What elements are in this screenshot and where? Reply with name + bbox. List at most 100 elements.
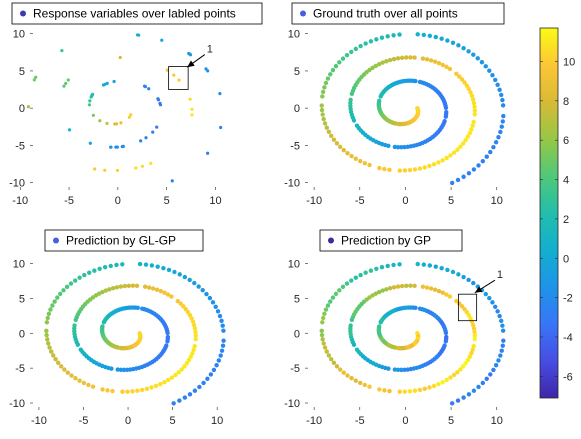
data-point — [88, 99, 92, 103]
data-point — [428, 286, 434, 291]
data-point — [124, 367, 130, 372]
data-point — [395, 144, 401, 150]
legend: Prediction by GL-GP — [44, 229, 204, 252]
data-point — [402, 144, 407, 150]
data-point — [325, 303, 331, 308]
data-point — [158, 381, 163, 387]
data-point — [399, 367, 404, 373]
data-point — [376, 289, 382, 295]
data-point — [471, 100, 477, 106]
legend-box — [291, 2, 505, 25]
data-point — [191, 322, 197, 328]
data-point — [69, 373, 74, 378]
data-point — [349, 153, 354, 159]
data-point — [211, 367, 217, 373]
data-point — [326, 353, 332, 358]
data-point — [139, 387, 145, 393]
data-point — [475, 56, 480, 61]
data-point — [391, 33, 396, 38]
data-point — [367, 384, 372, 389]
data-point — [470, 322, 476, 328]
data-point — [67, 128, 72, 132]
data-point — [433, 34, 438, 40]
y-tick-label: -10 — [9, 178, 25, 190]
data-point — [219, 348, 225, 353]
data-point — [331, 360, 337, 366]
y-tick-label: -5 — [290, 363, 300, 375]
data-point — [395, 56, 401, 61]
data-point — [322, 311, 327, 316]
legend-label: Prediction by GL-GP — [66, 234, 176, 248]
data-point — [210, 300, 216, 305]
data-point — [102, 265, 108, 270]
data-point — [166, 377, 171, 383]
data-point — [465, 357, 471, 363]
data-point — [443, 114, 449, 119]
data-point — [139, 139, 143, 143]
data-point — [325, 76, 331, 81]
data-point — [449, 401, 455, 406]
data-point — [155, 125, 159, 129]
data-point — [454, 298, 459, 304]
data-point — [78, 347, 83, 352]
data-point — [188, 53, 193, 57]
data-point — [90, 384, 96, 389]
data-point — [213, 304, 218, 309]
data-point — [44, 320, 50, 325]
data-point — [62, 84, 66, 88]
data-point — [204, 67, 208, 71]
data-point — [384, 287, 389, 292]
data-point — [44, 328, 49, 334]
panel-4: -10 -5 0 5 10 -10 -5 0 5 10 1 Prediction by GP — [284, 229, 506, 427]
data-point — [469, 127, 474, 132]
data-point — [427, 385, 432, 390]
data-point — [218, 92, 222, 96]
data-point — [387, 286, 393, 291]
x-tick-label: 10 — [211, 415, 223, 427]
data-point — [334, 364, 340, 369]
x-tick-label: 0 — [125, 415, 131, 427]
y-tick-label: 10 — [288, 258, 300, 270]
data-point — [162, 290, 167, 295]
data-point — [216, 358, 222, 363]
data-point — [323, 307, 329, 312]
data-point — [484, 154, 489, 159]
data-point — [495, 309, 500, 314]
data-point — [206, 151, 210, 155]
colorbar-bar — [539, 27, 559, 399]
data-point — [498, 353, 503, 358]
data-point — [377, 98, 382, 104]
legend-box — [44, 229, 204, 252]
data-point — [337, 288, 342, 293]
data-point — [320, 315, 326, 321]
data-point — [200, 287, 205, 293]
annotation-arrowhead — [474, 286, 483, 293]
data-point — [120, 144, 124, 149]
data-point — [161, 265, 166, 271]
data-point — [119, 121, 123, 125]
data-point — [420, 284, 426, 289]
data-point — [399, 283, 405, 289]
data-point — [182, 274, 188, 280]
data-point — [450, 40, 456, 46]
data-point — [353, 46, 359, 52]
data-point — [171, 401, 176, 406]
data-point — [471, 280, 476, 286]
data-point — [344, 52, 350, 58]
data-point — [337, 60, 342, 65]
data-point — [333, 291, 339, 297]
data-point — [417, 166, 423, 171]
data-point — [397, 262, 402, 267]
data-point — [490, 300, 495, 305]
data-point — [436, 60, 442, 66]
data-point — [328, 299, 333, 304]
data-point — [466, 86, 471, 92]
data-point — [191, 347, 196, 352]
data-point — [192, 326, 198, 331]
data-point — [436, 381, 441, 387]
data-point — [462, 80, 467, 85]
data-point — [146, 285, 152, 290]
data-point — [496, 358, 501, 363]
data-point — [460, 141, 466, 146]
